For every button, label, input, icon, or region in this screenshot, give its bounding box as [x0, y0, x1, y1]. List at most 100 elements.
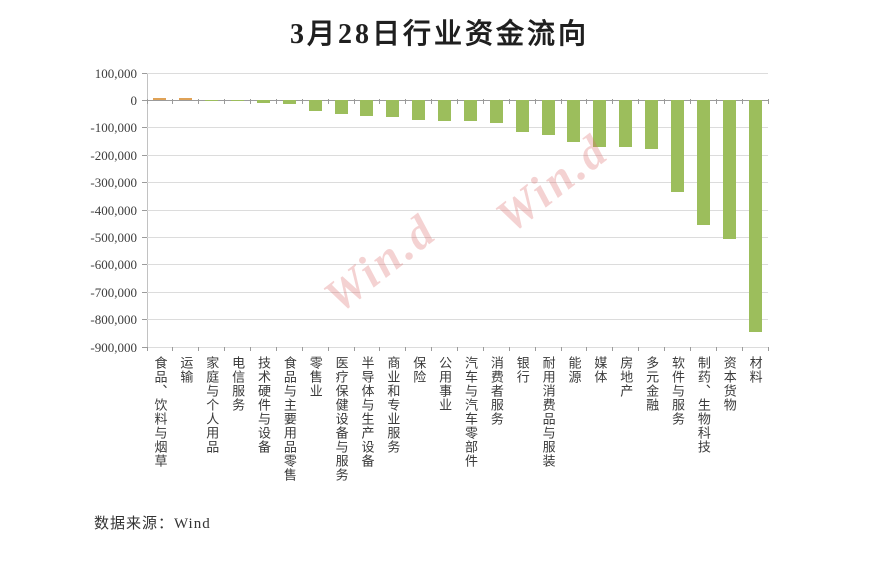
bar-医疗保健设备与服务 [334, 100, 348, 114]
x-axis-category-label: 材料 [747, 356, 763, 384]
category-tick-bottom [508, 347, 510, 351]
gridline [147, 264, 768, 266]
y-axis-tick-label: 100,000 [94, 65, 137, 81]
y-axis-tick [142, 291, 147, 293]
x-axis-category-label: 汽车与汽车零部件 [462, 356, 478, 468]
y-axis-tick-label: -900,000 [90, 339, 137, 355]
x-axis-category-label: 家庭与个人用品 [204, 356, 220, 454]
bar-多元金融 [645, 100, 659, 150]
category-tick-bottom [275, 347, 277, 351]
x-axis-category-label: 保险 [411, 356, 427, 384]
category-tick [379, 99, 381, 105]
bar-汽车与汽车零部件 [463, 100, 477, 122]
gridline [147, 127, 768, 129]
bar-家庭与个人用品 [205, 100, 219, 102]
y-axis-tick [142, 236, 147, 238]
bar-商业和专业服务 [386, 100, 400, 118]
category-tick [275, 99, 277, 105]
gridline [147, 236, 768, 238]
bar-材料 [748, 100, 762, 333]
y-axis-tick [142, 127, 147, 129]
gridline [147, 154, 768, 156]
category-tick-bottom [715, 347, 717, 351]
category-tick-bottom [172, 347, 174, 351]
category-tick-bottom [146, 347, 148, 351]
category-tick [560, 99, 562, 105]
category-tick-bottom [327, 347, 329, 351]
y-axis-line [147, 73, 148, 348]
category-tick-bottom [482, 347, 484, 351]
category-tick [664, 99, 665, 105]
y-axis-tick [142, 346, 147, 348]
bar-消费者服务 [489, 100, 503, 123]
chart-title: 3月28日行业资金流向 [289, 19, 589, 50]
category-tick-bottom [405, 347, 407, 351]
category-tick [534, 99, 536, 105]
category-tick-bottom [689, 347, 691, 351]
category-tick [482, 99, 484, 105]
category-tick [715, 99, 717, 105]
y-axis-tick [142, 154, 147, 156]
category-tick-bottom [534, 347, 536, 351]
category-tick [405, 99, 407, 105]
x-axis-category-label: 医疗保健设备与服务 [333, 356, 349, 482]
bar-房地产 [619, 100, 633, 147]
y-axis-tick-label: -400,000 [90, 202, 137, 218]
plot-area [146, 72, 769, 351]
y-axis-tick-label: -500,000 [90, 229, 137, 245]
bar-半导体与生产设备 [360, 100, 374, 116]
bar-运输 [179, 98, 193, 101]
bar-保险 [412, 100, 426, 120]
category-tick [431, 99, 433, 105]
bar-能源 [567, 100, 581, 142]
bar-技术硬件与设备 [256, 100, 270, 104]
x-axis-category-label: 媒体 [592, 356, 608, 384]
category-tick-bottom [250, 347, 251, 351]
bar-耐用消费品与服装 [541, 100, 555, 136]
category-tick-bottom [301, 347, 303, 351]
bar-零售业 [308, 100, 322, 111]
x-axis-category-label: 银行 [514, 356, 530, 384]
category-tick-bottom [224, 347, 226, 351]
x-axis-category-label: 运输 [178, 356, 194, 384]
bar-电信服务 [231, 100, 245, 102]
bar-媒体 [593, 100, 607, 147]
category-tick [457, 99, 458, 105]
y-axis-tick [142, 182, 147, 184]
bar-公用事业 [438, 100, 452, 122]
x-axis-category-label: 技术硬件与设备 [255, 356, 271, 454]
gridline [147, 209, 768, 211]
x-axis-category-label: 食品、饮料与烟草 [152, 356, 168, 468]
x-axis-category-label: 商业和专业服务 [385, 356, 401, 454]
category-tick [767, 99, 769, 105]
x-axis-category-label: 耐用消费品与服装 [540, 356, 556, 468]
category-tick [741, 99, 743, 105]
category-tick [612, 99, 614, 105]
bar-食品与主要用品零售 [282, 100, 296, 104]
y-axis-tick-label: -200,000 [90, 147, 137, 163]
category-tick [508, 99, 510, 105]
y-axis-tick [142, 72, 147, 74]
category-tick [353, 99, 355, 105]
x-axis-category-label: 电信服务 [230, 356, 246, 412]
category-tick [172, 99, 174, 105]
y-axis-tick [142, 99, 147, 101]
category-tick [327, 99, 329, 105]
category-tick [638, 99, 640, 105]
y-axis-tick-label: -300,000 [90, 175, 137, 191]
x-axis-category-label: 食品与主要用品零售 [281, 356, 297, 482]
gridline [147, 72, 768, 74]
category-tick [224, 99, 226, 105]
x-axis-category-label: 制药、生物科技 [695, 356, 711, 454]
x-axis-category-label: 消费者服务 [488, 356, 504, 426]
bar-制药、生物科技 [696, 100, 710, 225]
category-tick-bottom [457, 347, 458, 351]
x-axis-category-label: 软件与服务 [669, 356, 685, 426]
y-axis-tick [142, 319, 147, 321]
category-tick-bottom [767, 347, 769, 351]
bar-银行 [515, 100, 529, 133]
category-tick [250, 99, 251, 105]
category-tick-bottom [379, 347, 381, 351]
x-axis-category-label: 能源 [566, 356, 582, 384]
category-tick [586, 99, 588, 105]
